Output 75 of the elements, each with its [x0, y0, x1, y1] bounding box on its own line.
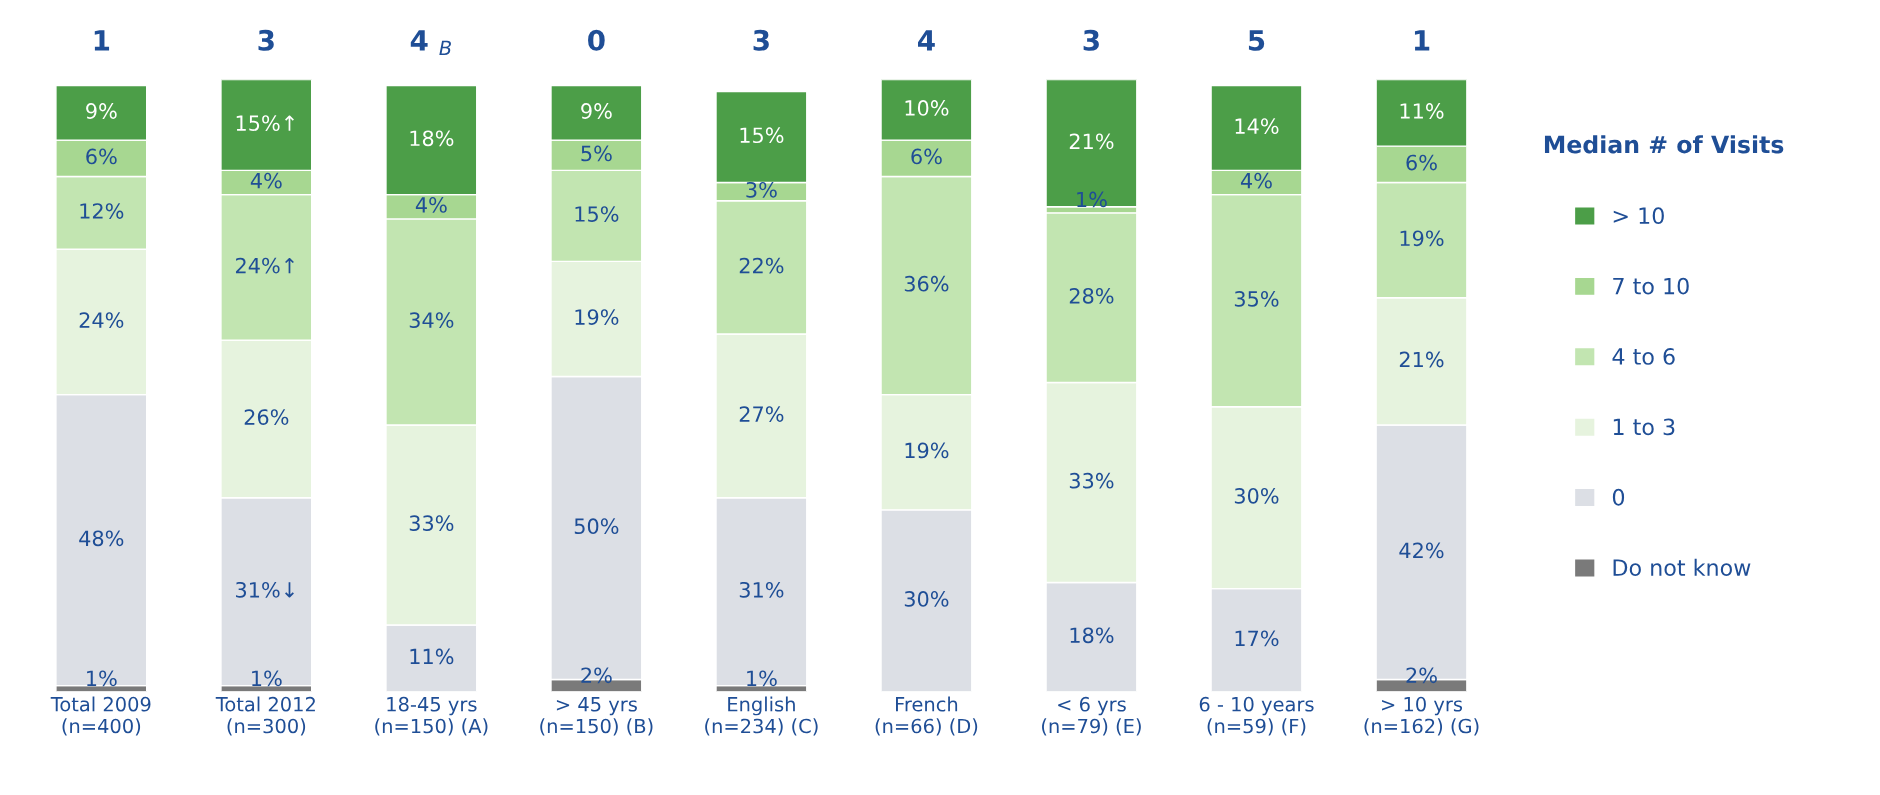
data-label: 1% — [1077, 191, 1107, 208]
text: 4 — [918, 30, 935, 51]
x-tick-label: 6 - 10 years (n=59) (F) — [1199, 696, 1314, 736]
data-label: 9% — [86, 103, 117, 119]
data-label: 15%↑ — [236, 115, 294, 131]
text: 3 — [1083, 29, 1099, 51]
x-tick-label: > 10 yrs (n=162) (G) — [1364, 696, 1479, 736]
data-label: 9% — [581, 103, 612, 119]
data-label: 33% — [1069, 472, 1114, 489]
data-label: 30% — [904, 591, 949, 607]
data-label: 6% — [1406, 154, 1437, 171]
text: 5 — [1248, 30, 1265, 51]
data-label: 19% — [905, 442, 949, 459]
data-label: 50% — [574, 518, 619, 535]
x-tick-label: English (n=234) (C) — [705, 696, 818, 736]
data-label: 42% — [1399, 542, 1444, 559]
legend-title: Median # of Visits — [1544, 135, 1784, 154]
text: 1 — [1414, 30, 1430, 51]
data-label: 6% — [911, 148, 942, 165]
legend-label: 0 — [1612, 488, 1625, 506]
data-label: 2% — [1406, 667, 1437, 684]
legend-label: 4 to 6 — [1612, 348, 1675, 365]
data-label: 31% — [739, 581, 784, 598]
data-label: 14% — [1235, 118, 1279, 135]
data-label: 34% — [409, 312, 454, 328]
data-label: 24%↑ — [235, 257, 294, 274]
data-label: 21% — [1399, 351, 1444, 368]
data-label: 24% — [79, 312, 124, 328]
data-label: 48% — [79, 530, 124, 547]
legend-label: 1 to 3 — [1613, 418, 1675, 436]
data-label: 15% — [740, 127, 784, 144]
data-label: 36% — [904, 275, 949, 292]
text: 3 — [258, 29, 274, 51]
data-label: 5% — [581, 145, 612, 162]
x-tick-label: > 45 yrs (n=150) (B) — [540, 697, 653, 736]
data-label: 1% — [87, 670, 117, 687]
data-label: 2% — [581, 667, 612, 684]
text: 4 $_{B}$ — [410, 30, 451, 55]
text: 3 — [753, 29, 769, 51]
data-label: 19% — [575, 309, 619, 325]
data-label: 1% — [747, 670, 777, 687]
x-tick-label: < 6 yrs (n=79) (E) — [1042, 696, 1141, 736]
x-tick-label: French (n=66) (D) — [875, 696, 978, 736]
data-label: 22% — [739, 257, 784, 274]
data-label: 12% — [80, 203, 124, 219]
text: 1 — [94, 30, 110, 51]
data-label: 4% — [415, 197, 447, 213]
data-label: 27% — [739, 406, 784, 422]
data-label: 15% — [575, 206, 619, 222]
data-label: 21% — [1069, 133, 1114, 150]
data-label: 33% — [409, 515, 454, 532]
data-label: 35% — [1234, 291, 1279, 307]
data-label: 3% — [746, 181, 777, 198]
data-label: 17% — [1235, 630, 1279, 647]
data-label: 26% — [244, 409, 289, 425]
data-label: 30% — [1234, 487, 1279, 504]
data-label: 31%↓ — [236, 581, 294, 598]
x-tick-label: Total 2009 (n=400) — [50, 696, 151, 736]
legend-label: > 10 — [1613, 207, 1664, 225]
data-label: 11% — [1400, 103, 1444, 119]
data-label: 10% — [905, 100, 949, 116]
text: 0 — [588, 29, 605, 51]
data-label: 18% — [1070, 627, 1114, 644]
legend-label: 7 to 10 — [1613, 277, 1689, 295]
data-label: 28% — [1069, 287, 1114, 304]
data-label: 18% — [410, 130, 454, 147]
data-label: 4% — [1240, 172, 1272, 189]
x-tick-label: Total 2012 (n=300) — [215, 696, 315, 736]
data-label: 11% — [410, 648, 454, 665]
legend-label: Do not know — [1613, 558, 1751, 577]
data-label: 19% — [1400, 230, 1444, 247]
data-label: 4% — [250, 172, 282, 189]
x-tick-label: 18-45 yrs (n=150) (A) — [375, 696, 488, 736]
data-label: 6% — [86, 148, 117, 165]
data-label: 1% — [252, 670, 282, 687]
